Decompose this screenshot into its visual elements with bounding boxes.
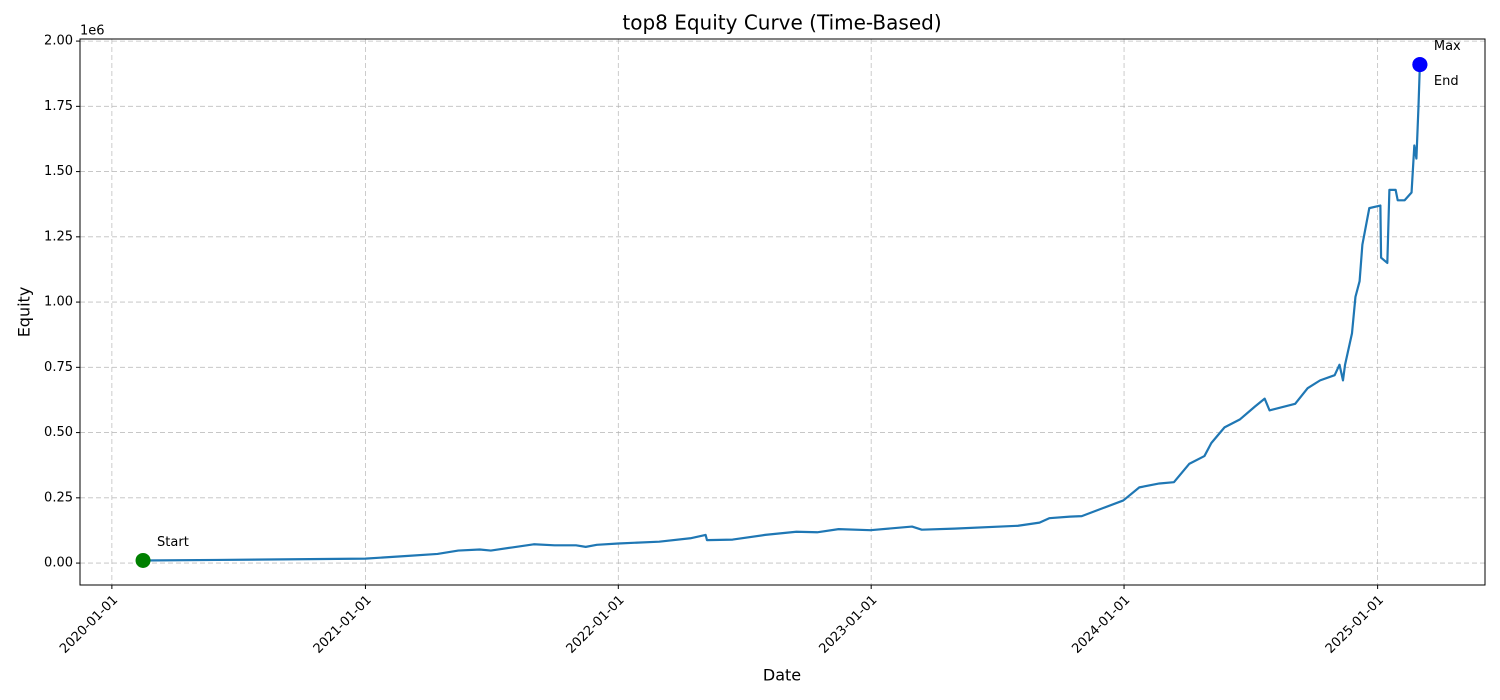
x-tick-label: 2023-01-01: [816, 593, 880, 657]
y-axis-label: Equity: [15, 287, 34, 338]
plot-frame: [79, 38, 1486, 586]
marker: [1412, 57, 1428, 73]
x-tick-label: 2021-01-01: [311, 593, 375, 657]
y-tick-label: 1.75: [44, 99, 73, 114]
x-tick-label: 2020-01-01: [57, 593, 121, 657]
marker-label: Start: [157, 535, 189, 550]
x-tick-label: 2025-01-01: [1323, 593, 1387, 657]
equity-line: [143, 64, 1421, 562]
x-tick-label: 2022-01-01: [564, 593, 628, 657]
y-tick-label: 1.25: [44, 229, 73, 244]
marker-label: Max: [1434, 39, 1461, 54]
marker-label: End: [1434, 74, 1459, 89]
x-tick-label: 2024-01-01: [1069, 593, 1133, 657]
chart-title: top8 Equity Curve (Time-Based): [622, 11, 941, 35]
x-axis-label: Date: [763, 666, 801, 685]
y-offset-label: 1e6: [80, 24, 105, 39]
y-tick-label: 0.00: [44, 556, 73, 571]
y-tick-label: 1.50: [44, 164, 73, 179]
y-tick-label: 2.00: [44, 34, 73, 49]
y-tick-label: 1.00: [44, 295, 73, 310]
y-tick-label: 0.50: [44, 425, 73, 440]
y-tick-label: 0.25: [44, 490, 73, 505]
marker: [135, 552, 151, 568]
y-tick-label: 0.75: [44, 360, 73, 375]
